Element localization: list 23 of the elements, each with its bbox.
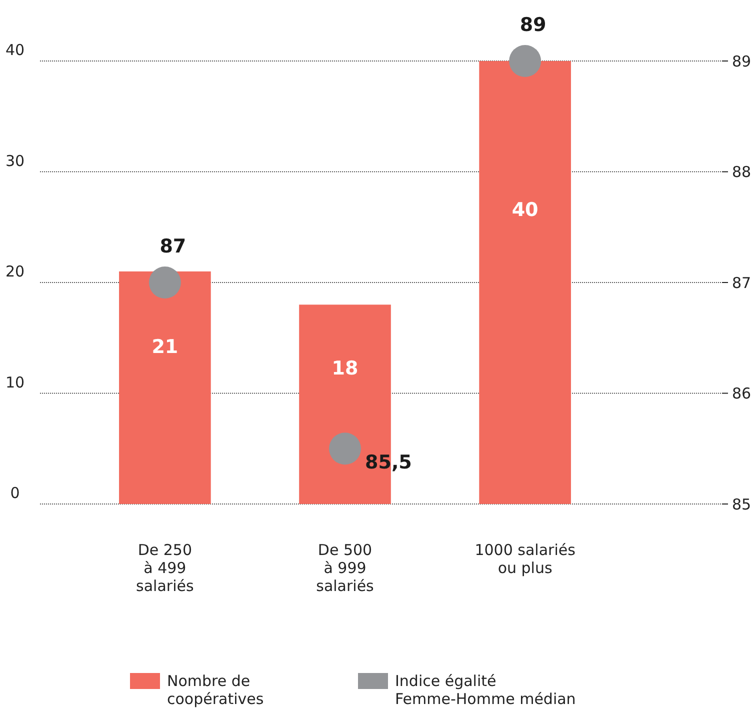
y2-tick-label: 89 — [732, 52, 752, 70]
data-label: 40 — [512, 199, 538, 222]
point — [148, 266, 181, 298]
x-tick-label: De 500 à 999 salariés — [316, 541, 374, 595]
y2-tick-label: 88 — [732, 163, 752, 181]
data-label: 21 — [152, 336, 178, 358]
y2-tick-label: 87 — [732, 274, 752, 292]
y2-tick-label: 85 — [732, 495, 752, 514]
point — [509, 45, 542, 77]
y-tick-label: 0 — [10, 484, 20, 502]
data-label: 89 — [520, 14, 546, 36]
legend-label: Nombre de coopératives — [167, 672, 264, 708]
legend-label: Indice égalité Femme-Homme médian — [395, 672, 576, 708]
data-label: 18 — [332, 357, 358, 380]
y-tick-label: 20 — [5, 262, 25, 280]
y-tick-label: 40 — [5, 41, 25, 59]
point — [329, 432, 361, 465]
y-tick-label: 10 — [5, 373, 25, 392]
data-label: 87 — [160, 236, 186, 258]
x-tick-label: De 250 à 499 salariés — [136, 541, 194, 595]
y2-tick-label: 86 — [732, 384, 752, 402]
x-tick-label: 1000 salariés ou plus — [474, 541, 576, 577]
y-tick-label: 30 — [5, 152, 25, 170]
